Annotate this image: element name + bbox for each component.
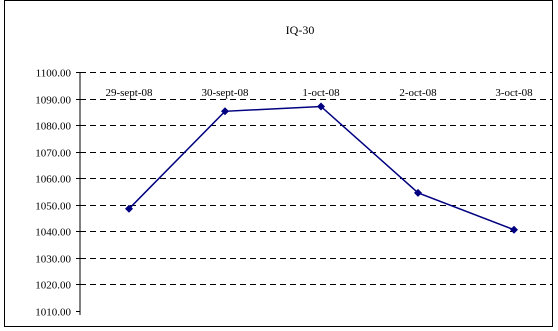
category-label-background: [294, 85, 348, 98]
y-tick-label: 1080.00: [35, 121, 71, 133]
y-tick-label: 1030.00: [35, 254, 71, 266]
x-category-label: 3-oct-08: [495, 87, 533, 99]
series-line-0: [128, 105, 515, 231]
data-point-marker: [221, 107, 229, 116]
y-tick-label: 1100.00: [36, 68, 72, 80]
y-tick-label: 1010.00: [35, 307, 71, 319]
x-category-label: 29-sept-08: [105, 87, 153, 99]
x-category-label: 30-sept-08: [201, 87, 249, 99]
category-label-background: [487, 85, 541, 98]
y-tick-labels: 1010.00 1020.00 1030.00 1040.00 1050.00 1060.…: [35, 68, 71, 319]
y-tick-label: 1040.00: [35, 227, 71, 239]
chart-frame: [4, 0, 553, 327]
x-category-label: 1-oct-08: [302, 87, 340, 99]
category-label-background: [96, 85, 162, 98]
y-tick-label: 1020.00: [35, 280, 71, 292]
data-point-marker: [317, 102, 325, 111]
category-label-background: [192, 85, 258, 98]
y-tick-label: 1060.00: [35, 174, 71, 186]
category-label-background: [391, 85, 445, 98]
data-point-marker: [125, 204, 133, 213]
x-category-label: 2-oct-08: [399, 87, 437, 99]
y-tick-label: 1090.00: [35, 95, 71, 107]
series-line: [128, 105, 515, 231]
data-point-marker: [414, 188, 422, 197]
chart-title: IQ-30: [286, 23, 315, 37]
y-tick-label: 1050.00: [35, 201, 71, 213]
data-point-marker: [510, 225, 518, 234]
y-tick-label: 1070.00: [35, 148, 71, 160]
gridlines: [80, 72, 553, 285]
series-markers: [125, 102, 518, 234]
x-category-labels: 29-sept-08 30-sept-08 1-oct-08 2-oct-08 3-oc…: [96, 85, 541, 99]
y-axis: [76, 72, 81, 315]
